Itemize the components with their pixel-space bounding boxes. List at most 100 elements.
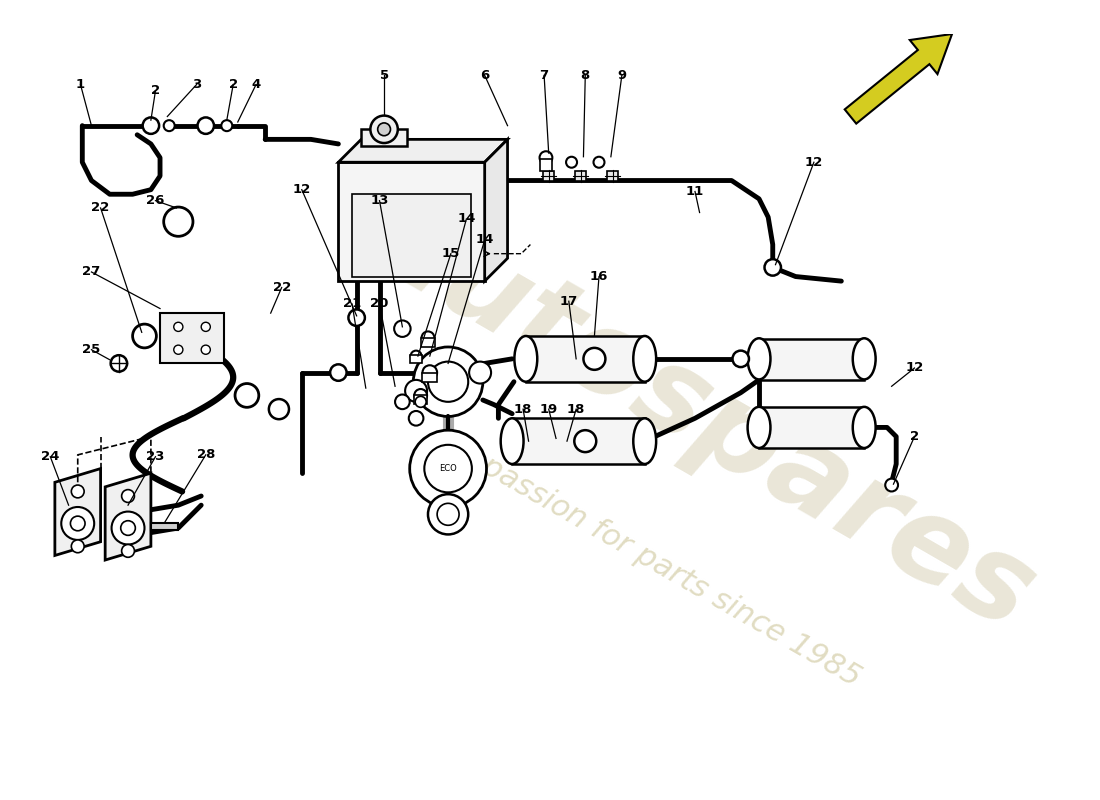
Circle shape [409,411,424,426]
Circle shape [764,259,781,276]
Polygon shape [485,139,507,281]
Text: 28: 28 [197,448,215,462]
Circle shape [733,350,749,367]
Circle shape [395,394,409,409]
Circle shape [469,362,491,383]
Ellipse shape [852,338,876,379]
Text: 21: 21 [343,298,361,310]
Text: ECO: ECO [439,464,456,473]
Text: 11: 11 [686,185,704,198]
Text: 14: 14 [458,213,475,226]
Text: 25: 25 [82,343,100,356]
Circle shape [198,118,214,134]
Circle shape [371,115,398,143]
Text: 2: 2 [910,430,920,443]
Text: 2: 2 [229,78,238,91]
Circle shape [121,521,135,535]
Circle shape [421,331,434,344]
Circle shape [405,380,427,402]
Circle shape [122,545,134,558]
Circle shape [886,478,898,491]
Text: 26: 26 [146,194,165,207]
Text: 1: 1 [76,78,85,91]
Bar [575,171,586,181]
Text: autospares: autospares [353,182,1055,654]
Circle shape [235,383,258,407]
Text: 24: 24 [41,450,59,463]
Bar [759,338,865,380]
Ellipse shape [500,418,524,464]
Circle shape [594,157,605,168]
Polygon shape [339,139,507,162]
Text: 7: 7 [540,69,549,82]
Text: 5: 5 [379,69,388,82]
Circle shape [415,396,426,407]
Bar [513,418,645,464]
Circle shape [377,123,390,136]
Text: 23: 23 [146,450,165,463]
Ellipse shape [748,338,770,379]
Text: 8: 8 [581,69,590,82]
Circle shape [566,157,578,168]
Circle shape [539,151,552,164]
Circle shape [72,540,84,553]
Text: 16: 16 [590,270,608,283]
Circle shape [330,364,346,381]
Ellipse shape [634,336,656,382]
Circle shape [349,310,365,326]
Text: a passion for parts since 1985: a passion for parts since 1985 [452,437,866,693]
Ellipse shape [634,418,656,464]
Bar [339,162,485,281]
Ellipse shape [748,407,770,448]
Text: 14: 14 [475,234,494,246]
Circle shape [172,215,185,228]
Bar [759,407,865,449]
Circle shape [72,485,84,498]
Circle shape [133,324,156,348]
Text: 12: 12 [293,183,311,196]
Text: 4: 4 [252,78,261,91]
Circle shape [394,321,410,337]
Circle shape [174,322,183,331]
Bar [361,130,407,146]
Bar [420,338,436,347]
Circle shape [425,445,472,492]
Text: 6: 6 [480,69,490,82]
Bar [526,336,645,382]
Circle shape [409,430,486,507]
Text: 12: 12 [805,156,823,169]
Text: 18: 18 [566,402,585,416]
Ellipse shape [515,336,537,382]
Polygon shape [106,473,151,560]
Circle shape [70,516,85,530]
Bar [160,313,224,363]
Text: 27: 27 [82,266,100,278]
Text: 15: 15 [442,247,460,260]
Bar [422,373,437,382]
Circle shape [164,120,175,131]
Bar [415,395,427,404]
Circle shape [201,322,210,331]
Text: 17: 17 [560,294,578,308]
Ellipse shape [852,407,876,448]
Text: 13: 13 [371,194,388,207]
Circle shape [174,345,183,354]
Text: 2: 2 [151,85,160,98]
FancyArrow shape [845,34,952,124]
Bar [409,355,422,363]
Text: 9: 9 [617,69,626,82]
Bar [539,158,552,171]
Circle shape [428,362,469,402]
Circle shape [122,490,134,502]
Circle shape [415,389,427,402]
Text: 20: 20 [371,298,388,310]
Bar [151,522,178,530]
Circle shape [62,507,95,540]
Bar [352,194,471,277]
Circle shape [268,399,289,419]
Text: 12: 12 [905,362,924,374]
Circle shape [574,430,596,452]
Text: 18: 18 [514,402,532,416]
Circle shape [201,345,210,354]
Circle shape [414,347,483,417]
